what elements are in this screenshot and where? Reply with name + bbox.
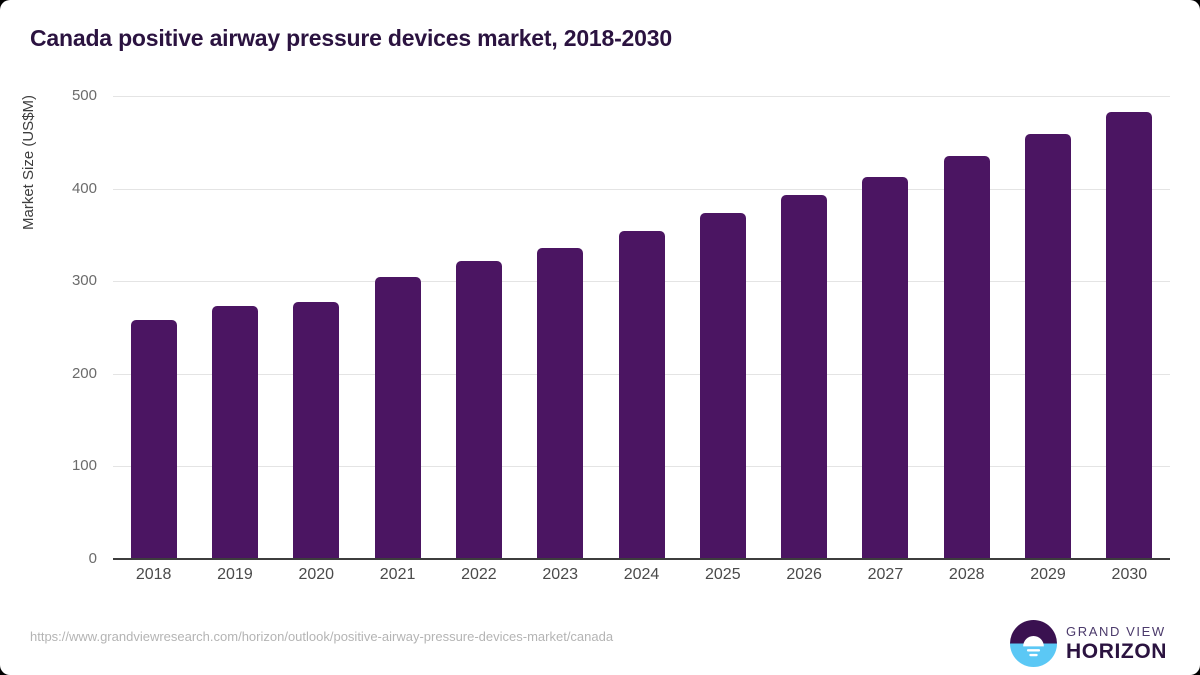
x-axis-tick-label: 2022 — [461, 566, 497, 583]
bar-2030[interactable] — [1106, 111, 1153, 559]
gridline — [113, 96, 1170, 97]
x-axis-tick-label: 2026 — [786, 566, 822, 583]
x-axis-tick-label: 2023 — [542, 566, 578, 583]
horizon-sun-circle-icon — [1010, 619, 1057, 667]
bar-2026[interactable] — [781, 195, 828, 559]
x-axis-tick-label: 2021 — [379, 566, 416, 583]
x-axis-tick-label: 2020 — [298, 566, 335, 583]
y-axis-tick-label: 200 — [71, 364, 97, 382]
bar-2024[interactable] — [618, 231, 665, 559]
bar-2021[interactable] — [374, 276, 421, 559]
bar-2022[interactable] — [455, 260, 502, 559]
y-axis-tick-label: 400 — [71, 179, 97, 197]
bar-2020[interactable] — [293, 301, 340, 559]
x-axis-tick-label: 2030 — [1111, 566, 1148, 583]
y-axis-tick-label: 0 — [88, 550, 97, 567]
logo-line-2: HORIZON — [1066, 639, 1168, 663]
chart-canvas: Market Size (US$M) 0 100 200 300 400 500 2018… — [20, 87, 1170, 583]
x-axis-tick-label: 2028 — [948, 566, 985, 583]
x-axis-tick-label: 2025 — [705, 566, 741, 583]
page-title: Canada positive airway pressure devices … — [30, 25, 672, 51]
y-axis-tick-label: 100 — [71, 457, 97, 475]
x-axis-tick-label: 2019 — [217, 566, 253, 583]
bar-2028[interactable] — [943, 156, 990, 559]
logo-line-1: GRAND VIEW — [1066, 623, 1166, 639]
x-axis-tick-label: 2018 — [135, 566, 172, 583]
x-axis-tick-label: 2024 — [623, 566, 660, 583]
bar-2029[interactable] — [1025, 133, 1072, 559]
bar-2027[interactable] — [862, 176, 909, 559]
bar-2023[interactable] — [537, 247, 584, 559]
x-axis-line — [113, 558, 1170, 560]
grand-view-horizon-logo: GRAND VIEW HORIZON — [1010, 618, 1170, 668]
bar-2018[interactable] — [130, 320, 177, 559]
y-axis-tick-label: 300 — [71, 272, 97, 290]
source-url[interactable]: https://www.grandviewresearch.com/horizo… — [30, 629, 614, 644]
x-axis-tick-label: 2027 — [867, 566, 904, 583]
x-axis-tick-label: 2029 — [1030, 566, 1066, 583]
y-axis-tick-label: 500 — [71, 87, 97, 104]
bar-2019[interactable] — [211, 306, 258, 559]
plot-area — [113, 96, 1170, 559]
y-axis-title: Market Size (US$M) — [20, 94, 37, 230]
logo-wordmark: GRAND VIEW HORIZON — [1066, 625, 1167, 662]
bar-2025[interactable] — [699, 212, 746, 559]
gridline — [113, 188, 1170, 190]
